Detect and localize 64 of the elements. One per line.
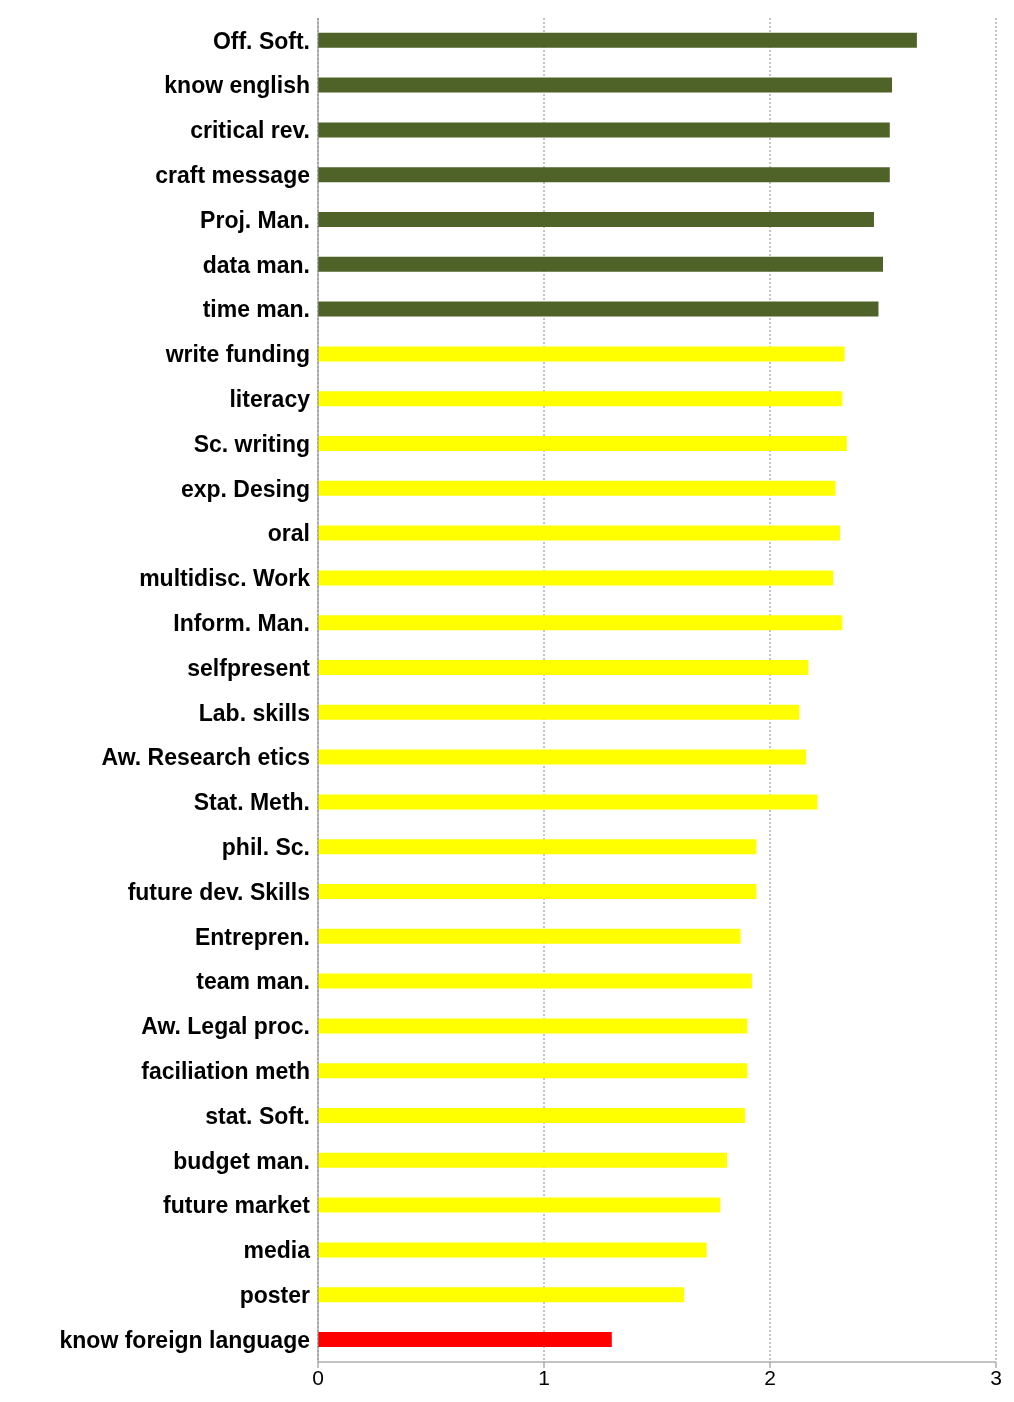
bar xyxy=(318,480,836,496)
y-tick-label: faciliation meth xyxy=(141,1057,310,1084)
y-tick-label: future market xyxy=(163,1192,311,1219)
bar xyxy=(318,122,890,138)
y-tick-label: Inform. Man. xyxy=(173,609,310,636)
bar xyxy=(318,1242,707,1258)
y-tick-label: future dev. Skills xyxy=(127,878,310,905)
y-tick-label: Entrepren. xyxy=(194,923,310,950)
bar xyxy=(318,1063,748,1079)
y-tick-label: literacy xyxy=(229,385,311,412)
y-tick-label: selfpresent xyxy=(187,654,311,681)
y-tick-label: data man. xyxy=(202,251,310,278)
bar xyxy=(318,1152,728,1168)
y-tick-label: Off. Soft. xyxy=(212,27,310,54)
y-tick-label: Stat. Meth. xyxy=(193,789,310,816)
y-tick-label: Aw. Legal proc. xyxy=(141,1013,310,1040)
bar xyxy=(318,167,890,183)
bar xyxy=(318,32,917,48)
bar xyxy=(318,794,818,810)
bar xyxy=(318,1018,748,1034)
y-tick-label: Proj. Man. xyxy=(200,206,310,233)
bar xyxy=(318,1107,746,1123)
bar xyxy=(318,615,843,631)
bar xyxy=(318,346,845,362)
y-tick-label: craft message xyxy=(155,161,310,188)
y-tick-label: Aw. Research etics xyxy=(101,744,310,771)
x-tick-label: 3 xyxy=(990,1365,1002,1389)
y-tick-label: exp. Desing xyxy=(180,475,310,502)
bar xyxy=(318,749,807,765)
bar xyxy=(318,211,874,227)
y-tick-label: media xyxy=(243,1237,311,1264)
x-tick-label: 1 xyxy=(538,1365,550,1389)
bar xyxy=(318,391,843,407)
bar xyxy=(318,883,757,899)
bar xyxy=(318,301,879,317)
y-tick-label: budget man. xyxy=(173,1147,310,1174)
bar xyxy=(318,928,741,944)
y-tick-label: team man. xyxy=(196,968,310,995)
bar xyxy=(318,1331,612,1347)
y-tick-label: write funding xyxy=(164,341,310,368)
bar xyxy=(318,839,757,855)
y-tick-label: oral xyxy=(267,520,310,547)
y-tick-label: know english xyxy=(164,72,310,99)
y-tick-label: critical rev. xyxy=(190,117,310,144)
y-tick-label: Lab. skills xyxy=(198,699,310,726)
bar xyxy=(318,973,752,989)
bar xyxy=(318,77,893,93)
bar xyxy=(318,570,834,586)
x-tick-label: 2 xyxy=(764,1365,776,1389)
y-tick-label: multidisc. Work xyxy=(139,565,311,592)
bar xyxy=(318,1197,721,1213)
bar xyxy=(318,1287,685,1303)
y-tick-label: know foreign language xyxy=(59,1326,310,1353)
y-tick-label: stat. Soft. xyxy=(205,1102,310,1129)
x-tick-label: 0 xyxy=(312,1365,324,1389)
bar xyxy=(318,256,883,272)
y-tick-label: Sc. writing xyxy=(193,430,310,457)
bar xyxy=(318,659,809,675)
y-tick-label: time man. xyxy=(202,296,310,323)
bar xyxy=(318,704,800,720)
y-tick-label: poster xyxy=(239,1281,311,1308)
bar xyxy=(318,435,847,451)
bar xyxy=(318,525,841,541)
y-tick-label: phil. Sc. xyxy=(221,833,310,860)
